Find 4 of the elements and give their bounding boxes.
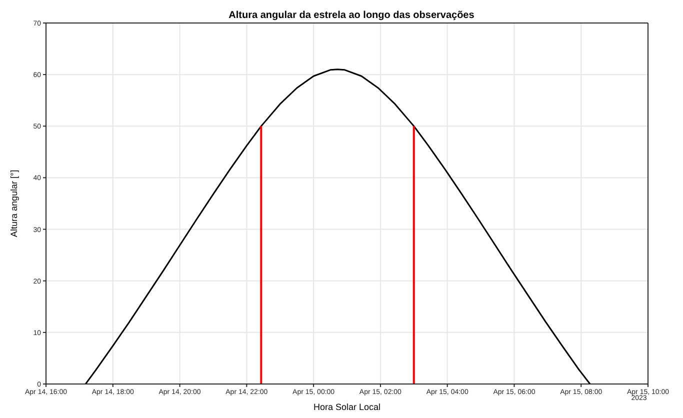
line-series <box>84 68 591 384</box>
chart-title: Altura angular da estrela ao longo das observações <box>228 10 475 21</box>
y-axis-title: Altura angular [°] <box>9 170 20 238</box>
x-axis-title: Hora Solar Local <box>313 402 381 412</box>
